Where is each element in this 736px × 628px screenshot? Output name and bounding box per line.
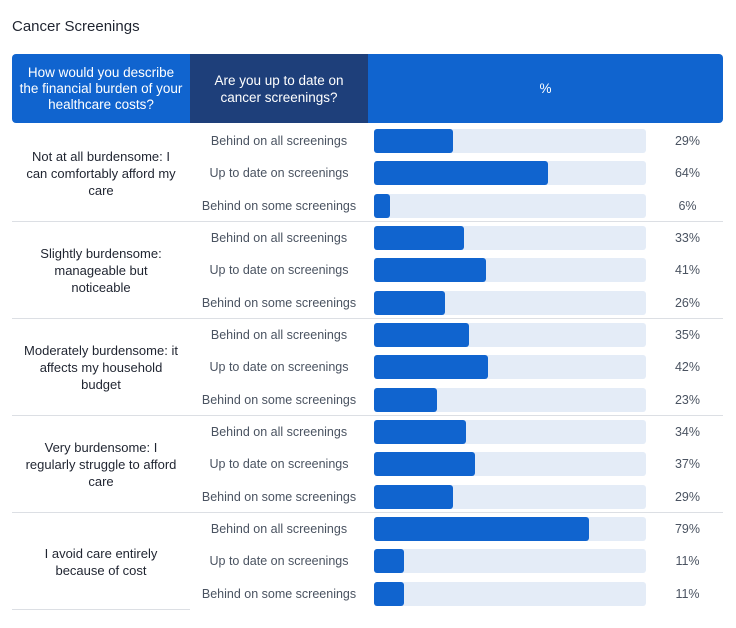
page-title: Cancer Screenings	[12, 18, 140, 35]
group-label: Very burdensome: I regularly struggle to…	[25, 440, 177, 489]
bar-track	[374, 452, 646, 477]
bar-track	[374, 290, 646, 315]
data-label: 41%	[674, 263, 701, 278]
data-label: 42%	[674, 360, 701, 375]
group-divider	[12, 221, 723, 222]
bar	[374, 161, 549, 186]
bar	[374, 549, 404, 574]
bar-track	[374, 387, 646, 412]
data-label: 11%	[675, 554, 700, 569]
data-label: 23%	[674, 392, 701, 407]
row-label: Up to date on screenings	[209, 263, 349, 278]
row-label: Up to date on screenings	[209, 360, 349, 375]
data-label: 33%	[674, 231, 701, 245]
header-screening-column: Are you up to date on cancer screenings?	[190, 54, 368, 123]
data-label: 64%	[674, 166, 701, 181]
bar-track	[374, 226, 646, 250]
bar	[374, 484, 453, 509]
bar-track	[374, 355, 646, 380]
data-label: 37%	[674, 457, 701, 472]
group-label: I avoid care entirely because of cost	[44, 545, 158, 578]
data-label: 11%	[675, 586, 700, 601]
header-percent-column: %	[539, 81, 552, 96]
row-label: Behind on some screenings	[201, 198, 357, 213]
bar-track	[374, 323, 646, 347]
row-label: Behind on all screenings	[210, 134, 348, 148]
bar-track	[374, 129, 646, 153]
data-label: 29%	[674, 134, 701, 148]
header-burden-column: How would you describe the financial bur…	[19, 64, 183, 112]
bar	[374, 258, 486, 283]
bar-track	[374, 193, 646, 218]
group-divider	[12, 415, 723, 416]
row-label: Up to date on screenings	[209, 554, 349, 569]
row-label: Behind on some screenings	[201, 489, 357, 504]
bar	[374, 581, 404, 606]
data-label: 29%	[674, 489, 701, 504]
bar	[374, 387, 437, 412]
group-divider	[12, 318, 723, 319]
bar	[374, 226, 464, 250]
group-label: Not at all burdensome: I can comfortably…	[26, 149, 176, 198]
bar	[374, 290, 445, 315]
bar	[374, 420, 467, 444]
row-label: Behind on all screenings	[210, 425, 348, 439]
bar	[374, 193, 391, 218]
data-label: 79%	[674, 522, 701, 536]
bar	[374, 323, 470, 347]
bar-track	[374, 581, 646, 606]
data-label: 35%	[674, 328, 701, 342]
bar-track	[374, 258, 646, 283]
row-label: Behind on some screenings	[201, 392, 357, 407]
bar	[374, 129, 453, 153]
row-label: Up to date on screenings	[209, 457, 349, 472]
row-label: Up to date on screenings	[209, 166, 349, 181]
group-label: Moderately burdensome: it affects my hou…	[24, 343, 178, 392]
bar	[374, 452, 475, 477]
data-label: 6%	[678, 198, 697, 213]
table-header: How would you describe the financial bur…	[12, 54, 723, 123]
row-label: Behind on all screenings	[210, 328, 348, 342]
data-label: 34%	[674, 425, 701, 439]
bar-track	[374, 517, 646, 541]
row-label: Behind on all screenings	[210, 231, 348, 245]
bar-track	[374, 484, 646, 509]
bar-track	[374, 549, 646, 574]
row-label: Behind on all screenings	[210, 522, 348, 536]
bar	[374, 517, 589, 541]
group-divider	[12, 512, 723, 513]
bar-track	[374, 161, 646, 186]
bar-track	[374, 420, 646, 444]
row-label: Behind on some screenings	[201, 586, 357, 601]
data-label: 26%	[674, 295, 701, 310]
group-divider	[12, 609, 190, 610]
row-label: Behind on some screenings	[201, 295, 357, 310]
bar	[374, 355, 489, 380]
group-label: Slightly burdensome: manageable but noti…	[40, 246, 162, 295]
